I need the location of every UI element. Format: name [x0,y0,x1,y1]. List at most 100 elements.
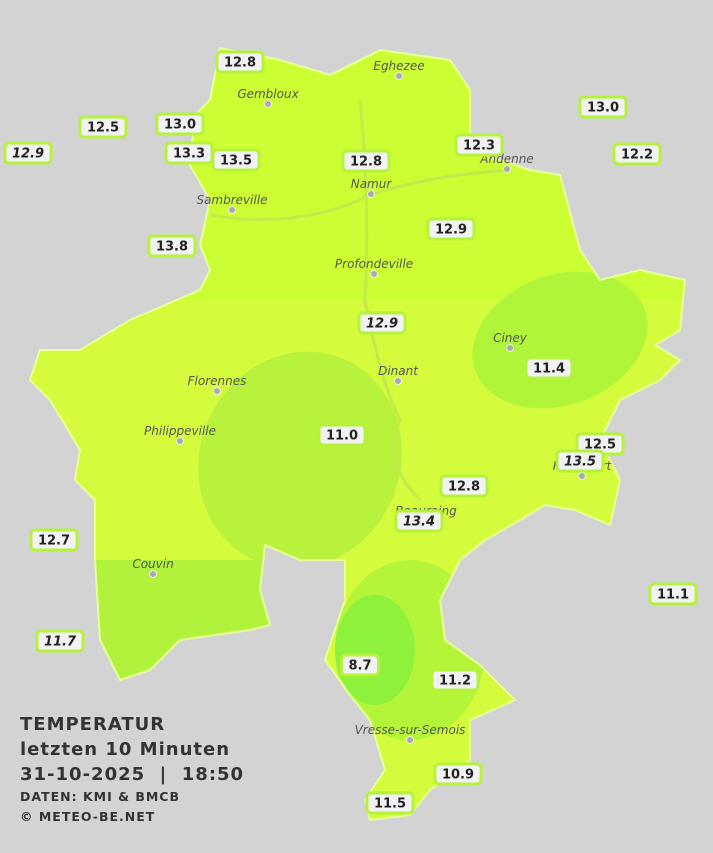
station-box [648,582,698,606]
station-box [426,217,476,241]
station-box [78,115,128,139]
station: 13.4 [394,509,444,533]
station: 11.7 [35,629,85,653]
station: 12.8 [341,149,391,173]
legend-title: TEMPERATUR [20,714,166,735]
station-value: 11.5 [374,797,406,812]
station-value: 8.7 [348,659,371,674]
city-dot [370,270,378,278]
station-box [341,149,391,173]
legend-credit: © METEO-BE.NET [20,809,156,824]
city-dot [213,387,221,395]
station: 13.8 [147,234,197,258]
station-value: 12.5 [584,438,616,453]
station-value: 11.2 [439,674,471,689]
city-dot [578,472,586,480]
legend-datetime: 31-10-2025 | 18:50 [20,764,245,785]
city-label: Vresse-sur-Semois [355,723,466,737]
station-value: 13.5 [564,455,596,470]
station-box [215,50,265,74]
city-dot [149,570,157,578]
legend-source: DATEN: KMI & BMCB [20,789,181,804]
city-label: Eghezee [373,59,424,73]
station-value: 13.8 [156,240,188,255]
city-label: Ciney [493,331,528,345]
city-dot [395,72,403,80]
station-box [211,148,261,172]
city-label: Profondeville [335,257,413,271]
station-value: 12.8 [448,480,480,495]
station-box [394,509,444,533]
station-value: 13.5 [220,154,252,169]
station-box [439,474,489,498]
city-label: Philippeville [144,424,216,438]
station-value: 11.1 [657,588,689,603]
station: 12.3 [454,133,504,157]
station: 13.0 [578,95,628,119]
station-box [578,95,628,119]
station-value: 12.8 [350,155,382,170]
station-value: 12.9 [12,147,44,162]
station-box [524,356,574,380]
station-value: 11.0 [326,429,358,444]
station: 11.2 [430,668,480,692]
station-value: 10.9 [442,768,474,783]
station-value: 12.2 [621,148,653,163]
station: 11.1 [648,582,698,606]
station: 13.3 [164,141,214,165]
station: 12.8 [215,50,265,74]
station-value: 12.3 [463,139,495,154]
station: 13.5 [211,148,261,172]
station: 13.5 [555,449,605,473]
city-label: Sambreville [196,193,267,207]
station: 12.7 [29,528,79,552]
station: 12.9 [357,311,407,335]
station-value: 12.7 [38,534,70,549]
city-label: Dinant [378,364,419,378]
legend: TEMPERATUR letzten 10 Minuten 31-10-2025… [20,712,244,827]
city-dot [176,437,184,445]
city-dot [503,165,511,173]
station-box [612,142,662,166]
station-value: 12.9 [366,317,398,332]
station-value: 13.4 [403,515,435,530]
city-label: Couvin [132,557,173,571]
station: 12.2 [612,142,662,166]
station: 12.9 [426,217,476,241]
station-box [365,791,415,815]
city-label: Namur [351,177,393,191]
legend-subtitle: letzten 10 Minuten [20,739,231,760]
station-box [147,234,197,258]
station-box [433,762,483,786]
station: 13.0 [155,112,205,136]
station-box [3,141,53,165]
city-dot [406,736,414,744]
station: 11.4 [524,356,574,380]
city-dot [394,377,402,385]
station-box [35,629,85,653]
city-dot [228,206,236,214]
station-value: 13.0 [164,118,196,133]
station: 12.9 [3,141,53,165]
station-value: 12.5 [87,121,119,136]
city-dot [264,100,272,108]
station-box [454,133,504,157]
city-label: Florennes [188,374,247,388]
station-box [339,653,381,677]
station: 8.7 [339,653,381,677]
station-value: 11.7 [44,635,77,650]
station: 12.8 [439,474,489,498]
station-box [317,423,367,447]
city-dot [367,190,375,198]
station-box [430,668,480,692]
station-value: 12.8 [224,56,256,71]
station-value: 13.0 [587,101,619,116]
station-value: 12.9 [435,223,467,238]
station-box [555,449,605,473]
station-box [29,528,79,552]
station: 12.5 [78,115,128,139]
station: 11.5 [365,791,415,815]
